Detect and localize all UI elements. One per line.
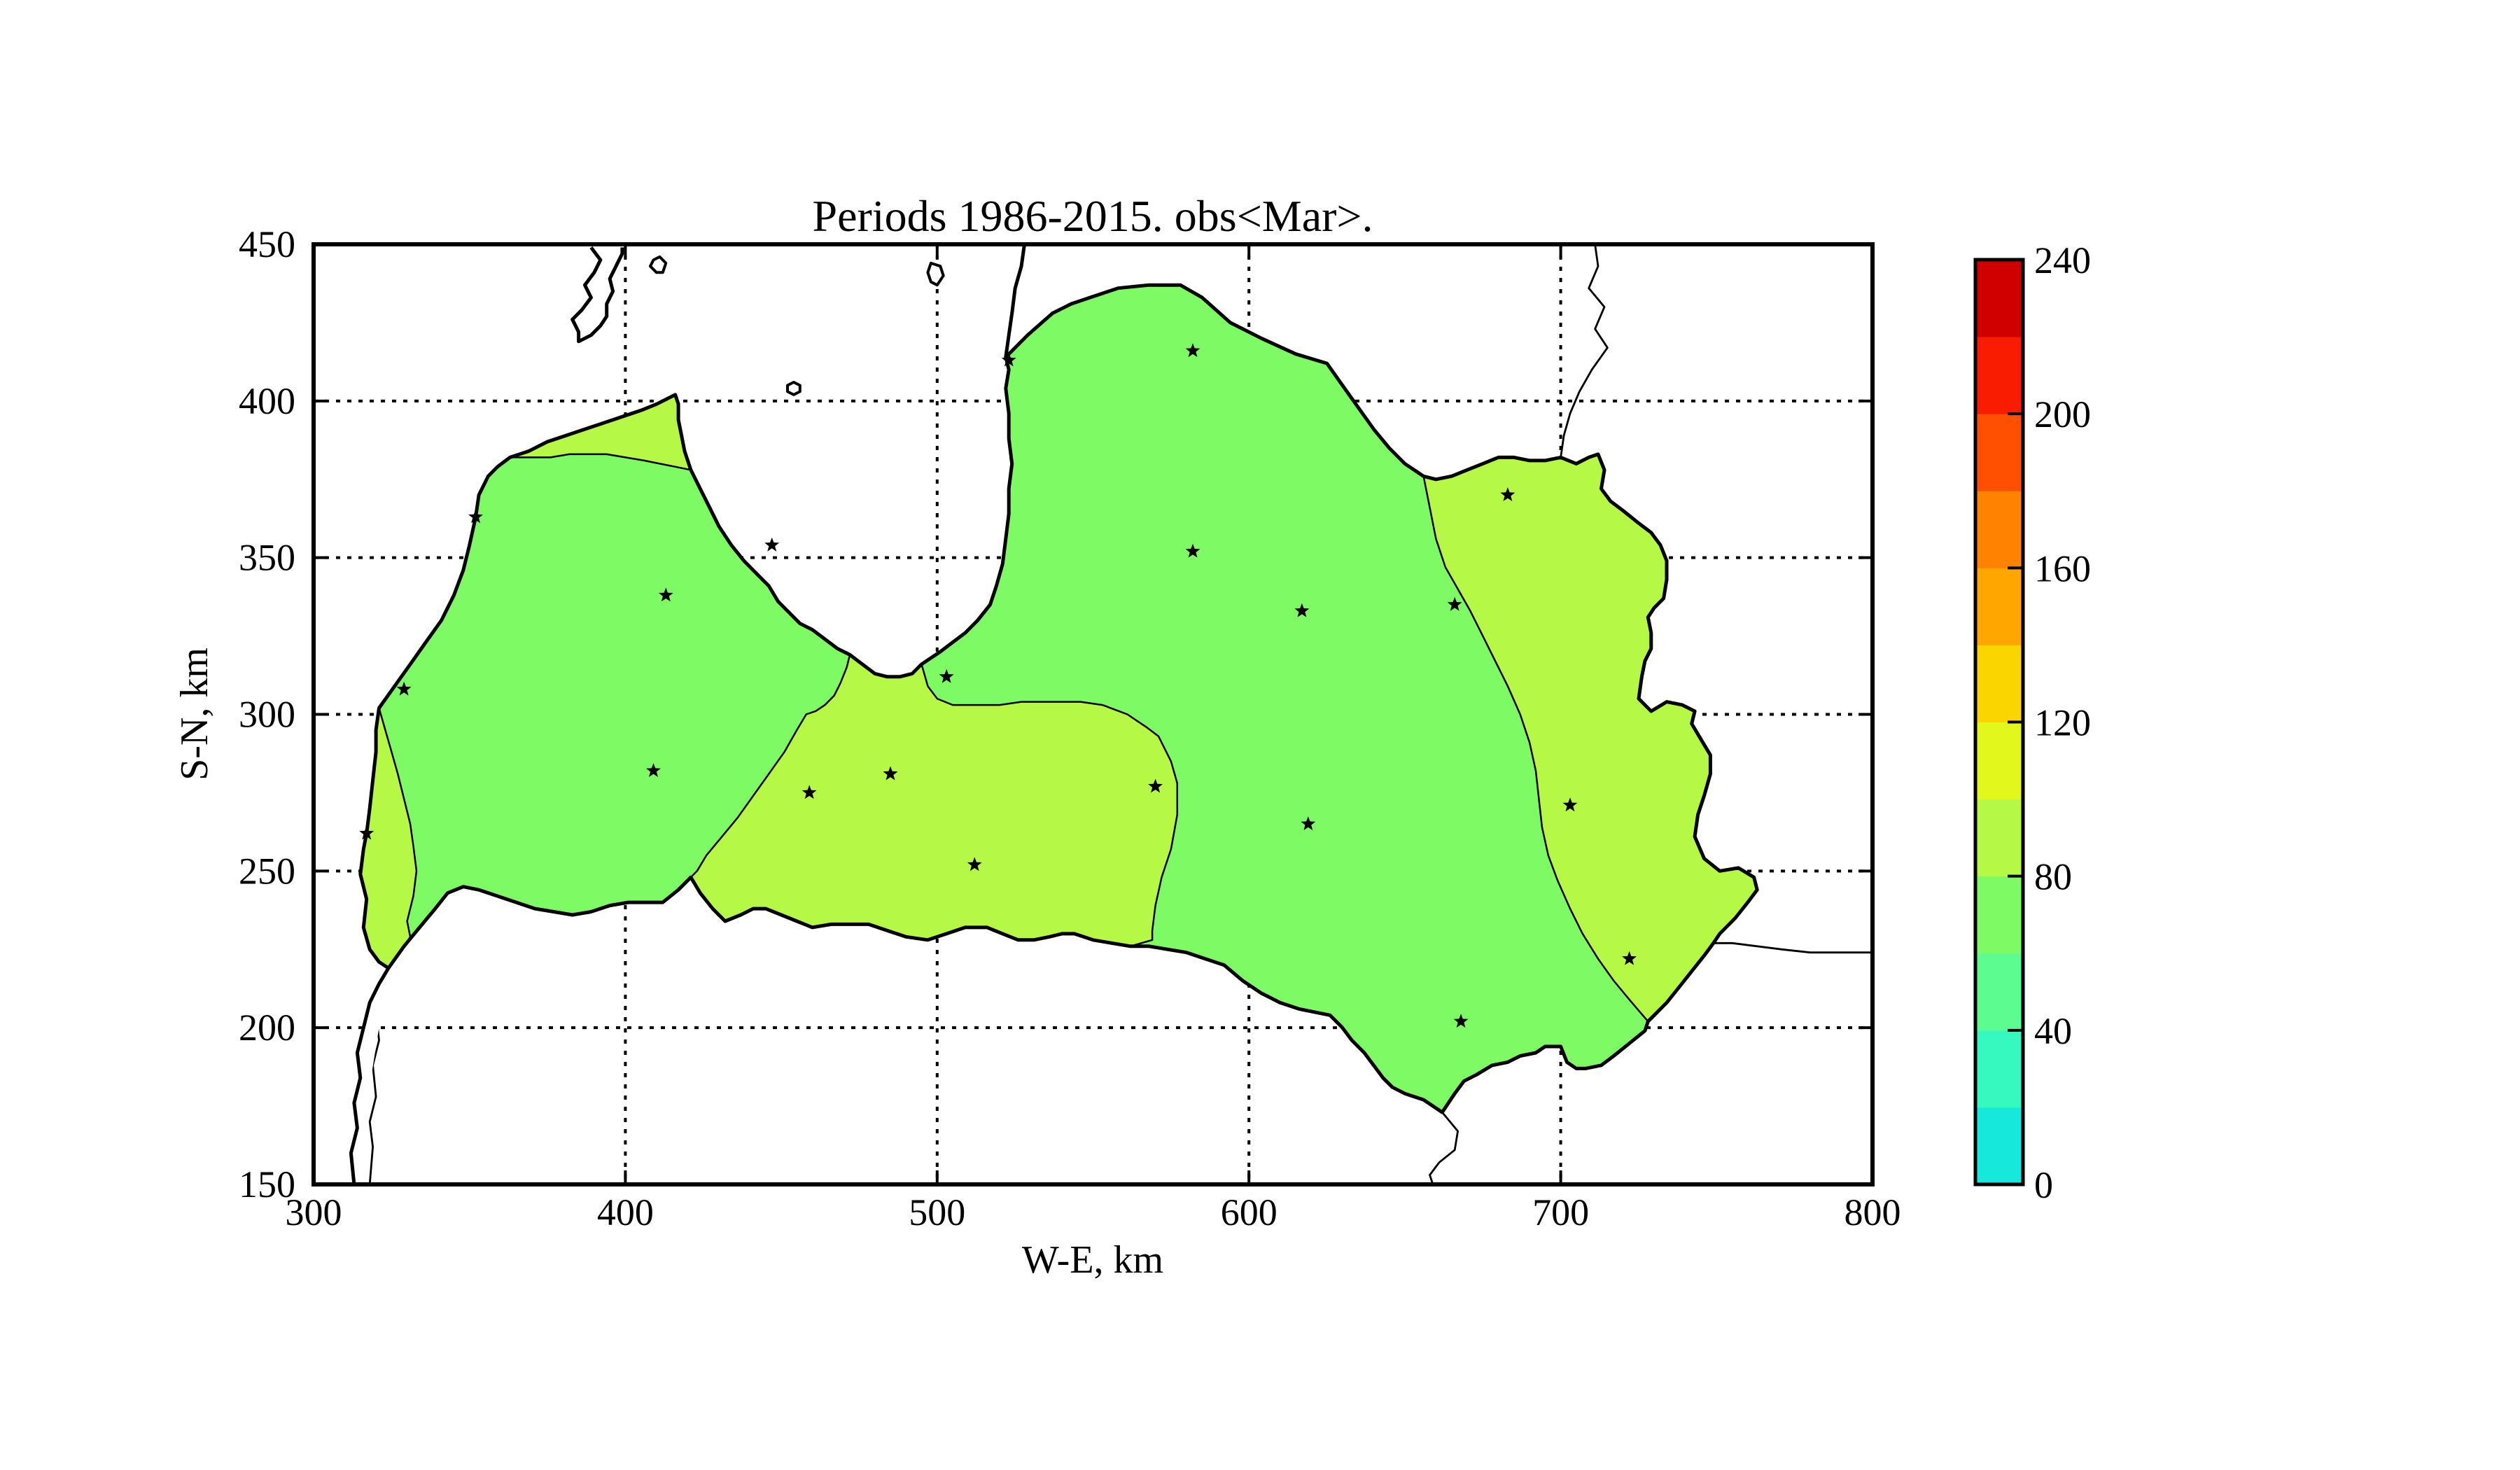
colorbar-tick-label-160: 160 (2034, 547, 2091, 589)
y-axis-label: S-N, km (173, 648, 216, 780)
y-tick-label-300: 300 (239, 694, 295, 736)
plot-frame-and-ticks (312, 242, 1875, 1186)
station-marker-icon (658, 587, 673, 602)
station-marker-icon (1148, 778, 1163, 793)
station-marker-icon (883, 766, 898, 780)
station-marker-icon (1447, 596, 1462, 611)
colorbar-band-80-100 (1975, 799, 2023, 877)
x-tick-label-600: 600 (1221, 1191, 1278, 1233)
neighbor-border-line-3 (1713, 941, 1872, 954)
islet-0 (649, 255, 668, 274)
colorbar-band-160-180 (1975, 491, 2023, 568)
colorbar-tick-label-80: 80 (2034, 856, 2072, 898)
tick-labels: 300 400 500 600 700 800 150 200 250 300 350 400 450 (239, 223, 1901, 1233)
colorbar-band-40-60 (1975, 953, 2023, 1031)
station-marker-icon (1185, 543, 1200, 558)
x-axis-label: W-E, km (1022, 1238, 1163, 1282)
y-tick-label-450: 450 (239, 223, 295, 265)
colorbar: 0 40 80 120 160 200 240 (1973, 239, 2091, 1206)
neighbor-border-line-2 (1429, 1112, 1460, 1184)
station-marker-icon (1453, 1014, 1469, 1028)
station-marker-icon (1562, 797, 1578, 812)
neighbor-coastline-1 (1004, 244, 1026, 358)
x-tick-label-800: 800 (1844, 1191, 1901, 1233)
x-tick-label-400: 400 (597, 1191, 654, 1233)
colorbar-band-200-220 (1975, 337, 2023, 414)
station-marker-icon (646, 763, 661, 777)
colorbar-tick-label-200: 200 (2034, 393, 2091, 435)
colorbar-band-180-200 (1975, 414, 2023, 491)
colorbar-tick-label-40: 40 (2034, 1010, 2072, 1052)
latvia-map (349, 244, 1872, 1184)
colorbar-band-120-140 (1975, 645, 2023, 722)
colorbar-band-60-80 (1975, 876, 2023, 954)
neighbor-coastline-2 (349, 967, 391, 1184)
y-tick-label-200: 200 (239, 1007, 295, 1049)
station-marker-icon (802, 785, 817, 799)
station-marker-icon (359, 825, 374, 840)
station-marker-icon (764, 537, 780, 552)
station-marker-icon (396, 681, 412, 696)
colorbar-band-100-120 (1975, 722, 2023, 800)
colorbar-band-220-240 (1975, 260, 2023, 337)
islet-1 (926, 261, 945, 287)
y-tick-label-150: 150 (239, 1163, 295, 1205)
station-marker-icon (939, 668, 954, 683)
neighbor-border-line-0 (1560, 244, 1609, 458)
colorbar-tick-label-0: 0 (2034, 1164, 2053, 1206)
x-tick-label-700: 700 (1532, 1191, 1589, 1233)
colorbar-tick-label-240: 240 (2034, 239, 2091, 281)
chart-title: Periods 1986-2015. obs<Mar>. (812, 191, 1373, 241)
station-marker-icon (468, 509, 484, 524)
x-tick-label-500: 500 (909, 1191, 965, 1233)
islet-2 (786, 381, 802, 396)
station-marker-icon (1622, 951, 1637, 965)
colorbar-band-140-160 (1975, 568, 2023, 645)
station-marker-icon (1294, 603, 1310, 617)
latvia-fill-60-80 (360, 285, 1758, 1113)
station-marker-icon (967, 857, 982, 872)
y-tick-label-400: 400 (239, 380, 295, 422)
colorbar-tick-label-120: 120 (2034, 702, 2091, 744)
station-marker-icon (1001, 352, 1016, 367)
latvia-outline (358, 283, 1759, 1114)
station-marker-icon (1500, 487, 1516, 501)
station-marker-icon (1301, 816, 1316, 831)
neighbor-coastline-0 (570, 246, 624, 344)
colorbar-band-0-20 (1975, 1107, 2023, 1185)
y-tick-label-250: 250 (239, 850, 295, 892)
x-tick-label-300: 300 (286, 1191, 342, 1233)
colorbar-band-20-40 (1975, 1030, 2023, 1108)
y-tick-label-350: 350 (239, 537, 295, 579)
station-marker-icon (1185, 343, 1200, 358)
station-markers (359, 343, 1637, 1028)
